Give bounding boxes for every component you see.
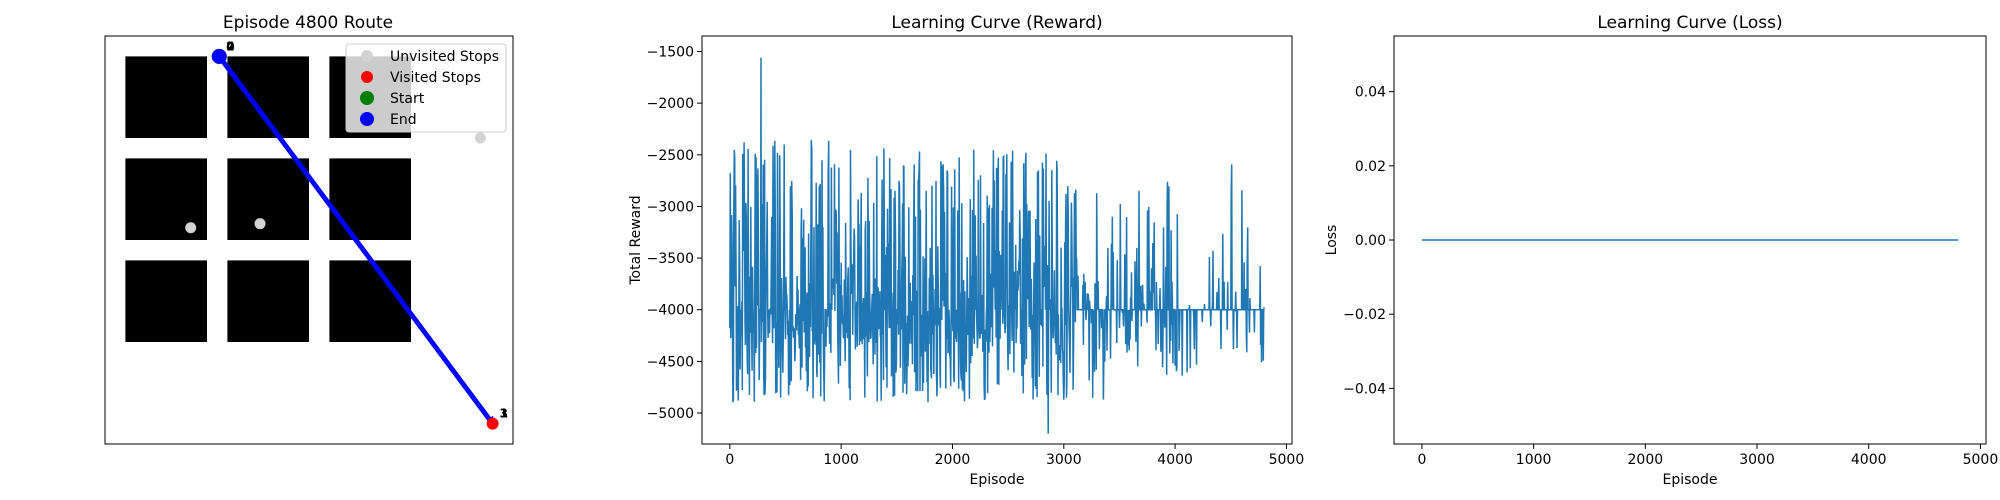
loss-panel: Learning Curve (Loss) 0 1000 2000 3000 4000 5…	[1324, 13, 1998, 488]
y-tick-label-4: −3500	[647, 251, 694, 267]
point-label-1: 3	[500, 407, 508, 421]
legend-label-visited: Visited Stops	[390, 70, 481, 86]
legend-marker-visited	[361, 71, 373, 83]
route-panel: Episode 4800 Route 31 024 Unvisited Stops…	[104, 13, 514, 445]
x-tick-label-5: 4000	[1157, 452, 1193, 468]
y-tick-label-3: 0.00	[1355, 233, 1386, 249]
x-tick-label-4: 3000	[1739, 452, 1775, 468]
point-label-4: 2	[226, 39, 234, 53]
x-tick-label-2: 1000	[1516, 452, 1552, 468]
point-label-3: 0	[226, 39, 234, 53]
loss-x-ticks: 0 1000 2000 3000 4000 5000	[1417, 444, 1998, 468]
unvisited-stop-1	[474, 132, 486, 144]
legend-label-end: End	[390, 112, 417, 128]
x-tick-label-2: 1000	[823, 452, 859, 468]
reward-line	[729, 57, 1265, 434]
legend-marker-start	[360, 91, 374, 105]
legend-label-unvisited: Unvisited Stops	[390, 49, 499, 65]
y-tick-label-7: −2000	[647, 96, 694, 112]
route-legend: Unvisited Stops Visited Stops Start End	[345, 43, 507, 133]
obstacle-block-8	[227, 260, 309, 342]
reward-series	[729, 57, 1265, 434]
y-tick-label-2: −0.02	[1343, 307, 1386, 323]
x-tick-label-1: 0	[725, 452, 734, 468]
loss-xlabel: Episode	[1663, 472, 1718, 488]
reward-xlabel: Episode	[970, 472, 1025, 488]
y-tick-label-4: 0.02	[1355, 159, 1386, 175]
reward-ylabel: Total Reward	[628, 195, 644, 285]
obstacle-block-9	[329, 260, 411, 342]
y-tick-label-5: −3000	[647, 199, 694, 215]
x-tick-label-5: 4000	[1851, 452, 1887, 468]
y-tick-label-3: −4000	[647, 303, 694, 319]
y-tick-label-2: −4500	[647, 354, 694, 370]
route-path	[216, 55, 496, 425]
reward-panel: Learning Curve (Reward) 0 1000 2000 3000 400…	[628, 13, 1304, 488]
point-label-2: 1	[500, 407, 508, 421]
legend-marker-unvisited	[361, 50, 373, 62]
loss-title: Learning Curve (Loss)	[1597, 13, 1782, 33]
y-tick-label-1: −5000	[647, 406, 694, 422]
x-tick-label-3: 2000	[1628, 452, 1664, 468]
loss-y-ticks: −0.04 −0.02 0.00 0.02 0.04	[1343, 85, 1394, 397]
reward-y-ticks: −5000 −4500 −4000 −3500 −3000 −2500 −2000 −1500	[647, 44, 702, 422]
x-tick-label-1: 0	[1417, 452, 1426, 468]
legend-box	[345, 43, 507, 133]
obstacle-block-5	[227, 158, 309, 240]
unvisited-stop-2	[185, 222, 197, 234]
x-tick-label-3: 2000	[935, 452, 971, 468]
route-segment-1	[219, 55, 496, 425]
route-title: Episode 4800 Route	[223, 13, 393, 33]
unvisited-stop-3	[254, 218, 266, 230]
y-tick-label-1: −0.04	[1343, 381, 1386, 397]
point-label-5: 4	[226, 39, 234, 53]
reward-plot-frame	[701, 35, 1293, 445]
reward-title: Learning Curve (Reward)	[891, 13, 1102, 33]
route-plot-frame	[104, 35, 514, 445]
x-tick-label-6: 5000	[1269, 452, 1305, 468]
reward-x-ticks: 0 1000 2000 3000 4000 5000	[725, 444, 1304, 468]
y-tick-label-8: −1500	[647, 44, 694, 60]
y-tick-label-5: 0.04	[1355, 85, 1386, 101]
legend-label-start: Start	[390, 91, 425, 107]
x-tick-label-6: 5000	[1963, 452, 1999, 468]
obstacle-block-7	[125, 260, 207, 342]
legend-marker-end	[360, 112, 374, 126]
visited-stop-1	[486, 417, 499, 430]
y-tick-label-6: −2500	[647, 148, 694, 164]
x-tick-label-4: 3000	[1046, 452, 1082, 468]
route-segment-2	[216, 55, 493, 425]
route-blocks	[125, 56, 411, 342]
route-points: 31 024	[185, 39, 508, 430]
obstacle-block-6	[329, 158, 411, 240]
loss-ylabel: Loss	[1324, 225, 1340, 256]
end-marker	[211, 48, 227, 64]
obstacle-block-1	[125, 56, 207, 138]
